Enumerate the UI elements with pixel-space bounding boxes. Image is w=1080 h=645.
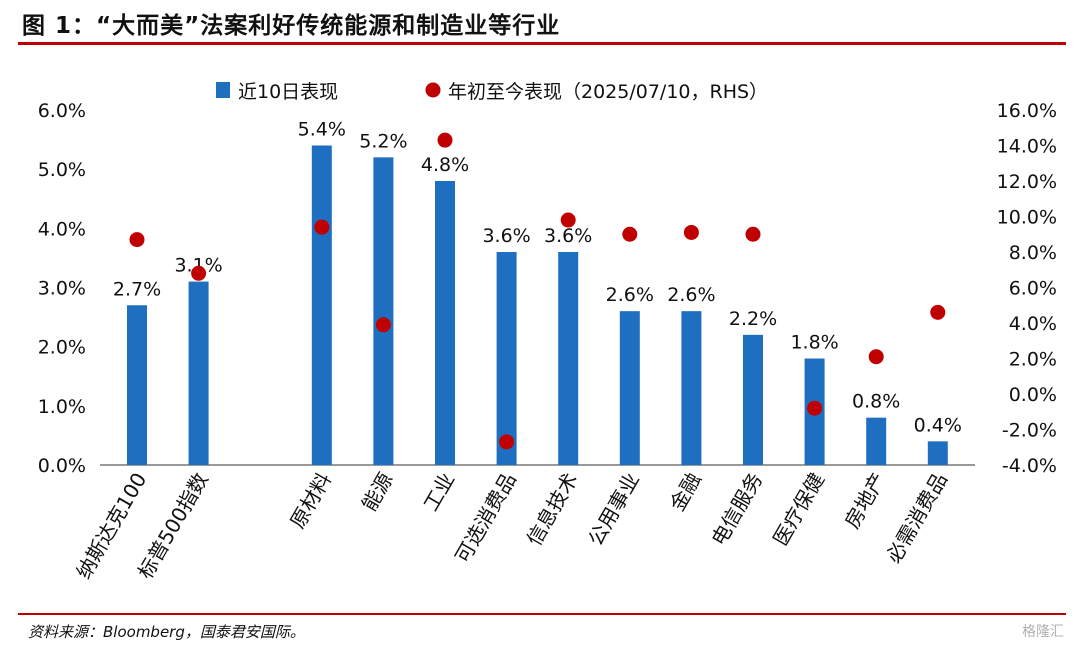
bar-value-label: 2.6%: [667, 284, 715, 306]
x-tick-label: 必需消费品: [881, 469, 952, 568]
x-tick-label: 医疗保健: [768, 469, 829, 550]
scatter-point: [499, 434, 515, 450]
bar: [496, 252, 517, 465]
x-tick-label: 工业: [419, 469, 460, 516]
y-right-tick-label: 16.0%: [997, 100, 1057, 122]
bar-value-label: 0.8%: [852, 391, 900, 413]
y-left-tick-label: 6.0%: [38, 100, 86, 122]
scatter-point: [375, 317, 391, 333]
legend-dot-label: 年初至今表现（2025/07/10，RHS）: [448, 81, 768, 103]
y-right-tick-label: 12.0%: [997, 171, 1057, 193]
y-left-tick-label: 1.0%: [38, 396, 86, 418]
x-tick-label: 原材料: [285, 469, 336, 533]
bar-value-label: 2.7%: [113, 278, 161, 300]
bar: [619, 311, 640, 465]
bar: [866, 417, 887, 465]
bar-value-label: 2.6%: [606, 284, 654, 306]
bar-value-label: 5.4%: [298, 119, 346, 141]
bar-value-label: 1.8%: [790, 332, 838, 354]
bar: [681, 311, 702, 465]
bar: [435, 181, 455, 465]
x-tick-label: 公用事业: [583, 469, 644, 550]
bar-value-label: 3.6%: [544, 225, 592, 247]
scatter-point: [314, 219, 330, 235]
legend-bar-label: 近10日表现: [238, 81, 338, 103]
bar-value-label: 0.4%: [914, 414, 962, 436]
scatter-point: [129, 232, 145, 248]
y-right-tick-label: 2.0%: [1009, 349, 1057, 371]
scatter-point: [437, 132, 453, 148]
y-left-tick-label: 3.0%: [38, 278, 86, 300]
x-tick-label: 可选消费品: [450, 469, 521, 568]
y-right-tick-label: 14.0%: [997, 136, 1057, 158]
bar: [927, 441, 948, 465]
bar: [311, 145, 332, 465]
y-left-tick-label: 0.0%: [38, 455, 86, 477]
bar: [127, 305, 147, 465]
scatter-point: [745, 226, 761, 242]
y-right-tick-label: -4.0%: [1002, 455, 1057, 477]
scatter-point: [868, 349, 884, 365]
y-left-tick-label: 4.0%: [38, 218, 86, 240]
scatter-point: [683, 224, 699, 240]
scatter-point: [560, 212, 576, 228]
bar: [373, 157, 394, 466]
y-right-tick-label: 6.0%: [1009, 278, 1057, 300]
bar-value-label: 2.2%: [729, 308, 777, 330]
x-tick-label: 金融: [665, 469, 706, 516]
source-divider: [18, 613, 1066, 615]
y-right-tick-label: -2.0%: [1002, 420, 1057, 442]
scatter-point: [807, 400, 823, 416]
y-right-tick-label: 10.0%: [997, 207, 1057, 229]
scatter-point: [930, 304, 946, 320]
bar: [558, 252, 579, 465]
scatter-point: [191, 265, 207, 281]
watermark-logo: 格隆汇: [1022, 624, 1064, 640]
legend-dot-swatch: [425, 82, 441, 98]
y-left-tick-label: 2.0%: [38, 337, 86, 359]
y-right-tick-label: 0.0%: [1009, 384, 1057, 406]
title-divider: [18, 42, 1066, 45]
x-tick-label: 信息技术: [522, 469, 583, 550]
y-right-tick-label: 8.0%: [1009, 242, 1057, 264]
y-left-tick-label: 5.0%: [38, 159, 86, 181]
y-right-tick-label: 4.0%: [1009, 313, 1057, 335]
source-note: 资料来源：Bloomberg，国泰君安国际。: [28, 623, 305, 641]
bar: [188, 281, 209, 465]
bar-value-label: 3.6%: [482, 225, 530, 247]
x-tick-label: 电信服务: [707, 469, 768, 550]
x-tick-label: 房地产: [840, 469, 891, 533]
chart-title: 图 1：“大而美”法案利好传统能源和制造业等行业: [22, 13, 561, 39]
x-tick-label: 能源: [357, 469, 398, 516]
legend-bar-swatch: [216, 82, 230, 98]
bar-value-label: 4.8%: [421, 154, 469, 176]
bar-value-label: 3.1%: [174, 255, 222, 277]
bar: [743, 334, 763, 465]
scatter-point: [622, 226, 638, 242]
bar-value-label: 5.2%: [359, 130, 407, 152]
